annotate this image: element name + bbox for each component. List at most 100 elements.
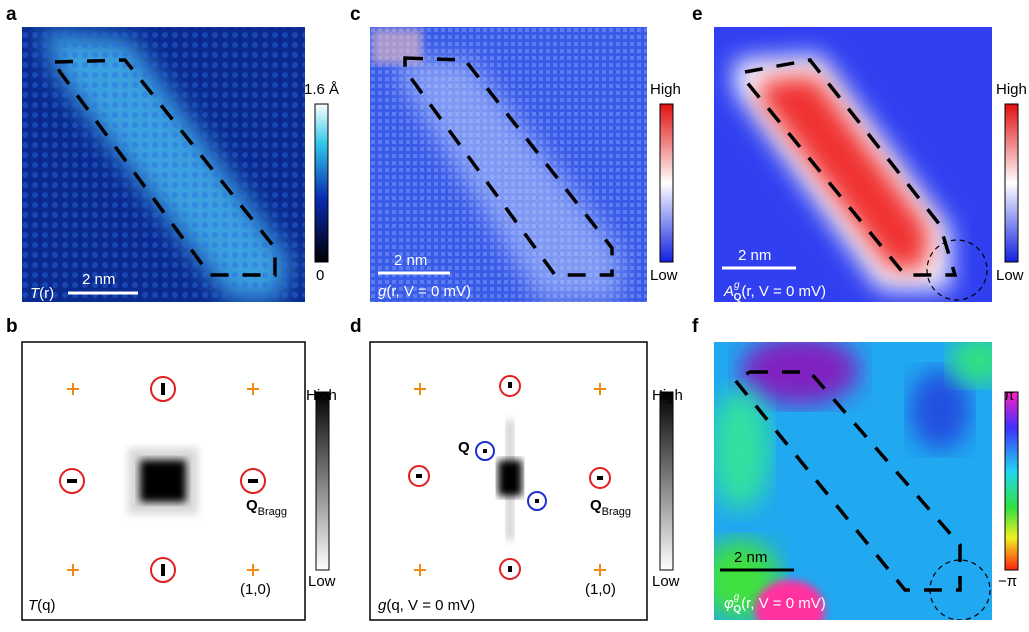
- decoration: [508, 566, 512, 572]
- colorbar-min: Low: [652, 573, 680, 590]
- decoration: [408, 465, 430, 487]
- symbol: g: [378, 283, 387, 300]
- colorbar-max: High: [650, 81, 681, 98]
- decoration: [140, 460, 186, 502]
- decoration: [240, 468, 266, 494]
- caption: T(r): [30, 285, 54, 302]
- q-label: Q: [458, 439, 470, 456]
- decoration: [714, 390, 770, 510]
- decoration: [150, 376, 176, 402]
- args: (r, V = 0 mV): [386, 283, 471, 300]
- decoration: [483, 449, 487, 453]
- scale-label: 2 nm: [734, 549, 767, 566]
- decoration: [498, 460, 522, 496]
- decoration: [67, 383, 259, 576]
- colorbar-max: High: [652, 387, 683, 404]
- scale-label: 2 nm: [82, 271, 115, 288]
- colorbar-max: 1.6 Å: [304, 81, 339, 98]
- decoration: [755, 580, 825, 620]
- decoration: [926, 239, 988, 301]
- fourier-peaks: [408, 375, 611, 580]
- symbol: g: [378, 597, 387, 614]
- decoration: [508, 382, 512, 388]
- caption: g(r, V = 0 mV): [378, 283, 471, 300]
- colorbar-min: Low: [996, 267, 1024, 284]
- decoration: [414, 383, 606, 576]
- colorbar: [1004, 103, 1019, 263]
- panel-letter: e: [692, 4, 703, 25]
- decoration: [740, 342, 860, 405]
- subscript: Bragg: [258, 506, 287, 518]
- decoration: [499, 558, 521, 580]
- args: (q, V = 0 mV): [386, 597, 475, 614]
- caption: g(q, V = 0 mV): [378, 597, 475, 614]
- decoration: [22, 27, 305, 302]
- decoration: [150, 557, 176, 583]
- args: (r, V = 0 mV): [741, 283, 826, 300]
- args: (r, V = 0 mV): [741, 595, 826, 612]
- args: (q): [37, 597, 55, 614]
- index-label: (1,0): [240, 581, 271, 598]
- fourier-peaks: [59, 376, 266, 583]
- caption: Ag Q(r, V = 0 mV): [723, 280, 826, 303]
- scale-label: 2 nm: [738, 247, 771, 264]
- decoration: [527, 491, 547, 511]
- colorbar: [659, 391, 674, 571]
- phase-image: [714, 342, 992, 620]
- decoration: [597, 476, 603, 480]
- scale-label: 2 nm: [394, 252, 427, 269]
- decoration: [910, 370, 970, 450]
- decoration: [403, 56, 614, 277]
- caption: φg Q(r, V = 0 mV): [724, 592, 826, 615]
- symbol: A: [723, 283, 734, 300]
- symbol: Q: [246, 497, 258, 514]
- colorbar: [314, 103, 329, 263]
- decoration: [161, 383, 165, 395]
- caption: T(q): [28, 597, 56, 614]
- colorbar-min: 0: [316, 267, 324, 284]
- superscript: g: [734, 280, 740, 291]
- colorbar-max: High: [996, 81, 1027, 98]
- decoration: [743, 58, 958, 277]
- decoration: [929, 559, 991, 620]
- colorbar-min: Low: [308, 573, 336, 590]
- symbol: Q: [590, 497, 602, 514]
- panel-letter: f: [692, 316, 699, 337]
- conductance-image: [370, 27, 647, 302]
- bragg-label: QBragg: [246, 497, 287, 518]
- decoration: [248, 479, 258, 483]
- decoration: [475, 441, 495, 461]
- panel-letter: d: [350, 316, 362, 337]
- decoration: [535, 499, 539, 503]
- panel-letter: c: [350, 4, 361, 25]
- symbol: T: [28, 597, 39, 614]
- subscript: Q: [734, 292, 742, 303]
- colorbar-min: Low: [650, 267, 678, 284]
- decoration: [416, 474, 422, 478]
- panel-letter: b: [6, 316, 18, 337]
- args: (r): [39, 285, 54, 302]
- colorbar-min: −π: [998, 573, 1017, 590]
- panel-letter: a: [6, 4, 17, 25]
- index-label: (1,0): [585, 581, 616, 598]
- decoration: [499, 375, 521, 397]
- decoration: [59, 468, 85, 494]
- decoration: [950, 342, 992, 385]
- colorbar: [315, 391, 330, 571]
- colorbar-max: π: [1004, 387, 1014, 404]
- symbol: T: [30, 285, 41, 302]
- colorbar: [659, 103, 674, 263]
- decoration: [400, 60, 620, 300]
- decoration: [589, 467, 611, 489]
- subscript: Q: [733, 604, 741, 615]
- decoration: [732, 370, 962, 592]
- colorbar-max: High: [306, 387, 337, 404]
- topograph-image: [22, 27, 305, 302]
- decoration: [67, 479, 77, 483]
- decoration: [161, 564, 165, 576]
- bragg-label: QBragg: [590, 497, 631, 518]
- amplitude-image: [714, 27, 992, 302]
- subscript: Bragg: [602, 506, 631, 518]
